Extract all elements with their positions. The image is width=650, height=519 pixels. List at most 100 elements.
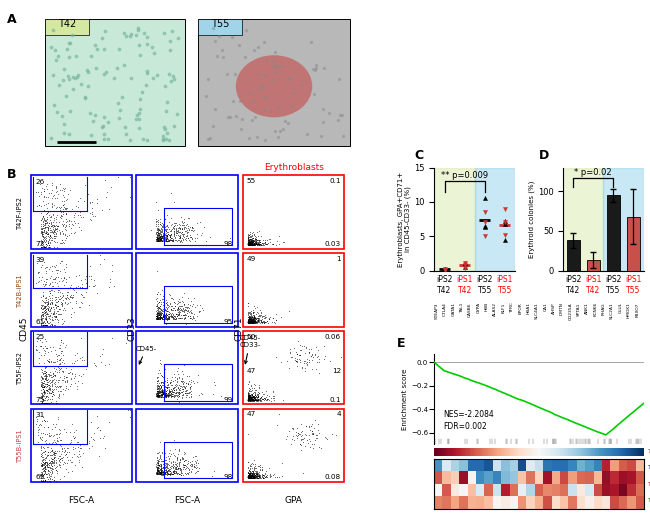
Point: [187, 461, 197, 470]
Point: [70, 288, 81, 296]
Point: [157, 469, 168, 477]
Point: [154, 226, 164, 234]
Point: [162, 222, 173, 230]
Point: [58, 367, 68, 376]
Point: [247, 318, 257, 326]
Point: [242, 397, 253, 405]
Point: [157, 466, 168, 474]
Text: 4: 4: [337, 412, 341, 417]
Point: [250, 462, 260, 471]
Point: [47, 298, 57, 307]
Point: [62, 456, 73, 464]
Point: [40, 242, 50, 251]
Point: [248, 392, 258, 401]
Point: [170, 465, 181, 473]
Point: [439, 265, 450, 274]
Point: [166, 189, 177, 197]
Point: [243, 474, 254, 483]
Point: [306, 352, 317, 360]
Point: [243, 318, 254, 326]
Point: [36, 301, 47, 309]
Point: [159, 377, 169, 385]
Point: [257, 241, 268, 249]
Point: [36, 319, 46, 327]
Point: [157, 470, 167, 479]
Point: [158, 470, 168, 478]
Point: [245, 318, 255, 326]
Point: [156, 469, 166, 477]
Point: [161, 299, 172, 307]
Point: [243, 239, 254, 247]
Point: [156, 460, 166, 468]
Point: [153, 311, 163, 319]
Point: [258, 239, 268, 248]
Point: [152, 315, 162, 323]
Point: [64, 368, 75, 376]
Point: [46, 457, 57, 465]
Point: [153, 381, 163, 390]
Point: [10, 117, 20, 126]
Point: [248, 311, 259, 320]
Point: [253, 395, 263, 403]
Point: [288, 425, 298, 433]
Point: [242, 318, 253, 326]
Point: [75, 441, 85, 449]
Point: [249, 238, 259, 247]
Point: [154, 470, 164, 479]
Point: [55, 206, 65, 214]
Point: [151, 470, 162, 478]
Point: [35, 420, 46, 429]
Point: [56, 213, 66, 222]
Point: [40, 470, 51, 479]
Point: [57, 220, 68, 228]
Point: [162, 228, 172, 237]
Point: [49, 310, 59, 318]
Text: E: E: [397, 337, 406, 350]
Point: [261, 467, 271, 475]
Point: [39, 224, 49, 232]
Point: [45, 224, 55, 232]
Point: [243, 318, 254, 326]
Point: [291, 428, 302, 436]
Point: [39, 257, 49, 266]
Point: [185, 309, 196, 317]
Point: [256, 240, 266, 249]
Point: [38, 385, 48, 393]
Point: [299, 359, 309, 367]
Point: [160, 468, 170, 476]
Point: [155, 380, 165, 389]
Point: [164, 466, 174, 474]
Point: [285, 345, 295, 353]
Point: [153, 463, 163, 471]
Point: [49, 292, 60, 301]
Point: [250, 236, 260, 244]
Point: [250, 393, 260, 401]
Point: [165, 313, 176, 322]
Point: [29, 63, 39, 71]
Point: [244, 311, 254, 320]
Point: [152, 466, 162, 474]
Point: [157, 230, 168, 239]
Point: [36, 474, 46, 482]
Text: NES=-2.2084
FDR=0.002: NES=-2.2084 FDR=0.002: [443, 410, 493, 431]
Point: [42, 214, 52, 223]
Point: [480, 231, 490, 240]
Point: [58, 230, 68, 238]
Point: [155, 315, 165, 323]
Point: [69, 229, 79, 238]
Point: [160, 469, 170, 477]
Point: [247, 467, 257, 475]
Point: [286, 352, 296, 361]
Point: [159, 470, 169, 479]
Point: [45, 294, 55, 303]
Point: [244, 471, 254, 479]
Point: [244, 241, 255, 249]
Point: [103, 205, 114, 213]
Point: [250, 241, 261, 249]
Point: [92, 424, 102, 432]
Point: [265, 394, 276, 402]
Point: [175, 238, 185, 247]
Point: [252, 240, 262, 249]
Point: [42, 298, 52, 307]
Point: [155, 385, 165, 393]
